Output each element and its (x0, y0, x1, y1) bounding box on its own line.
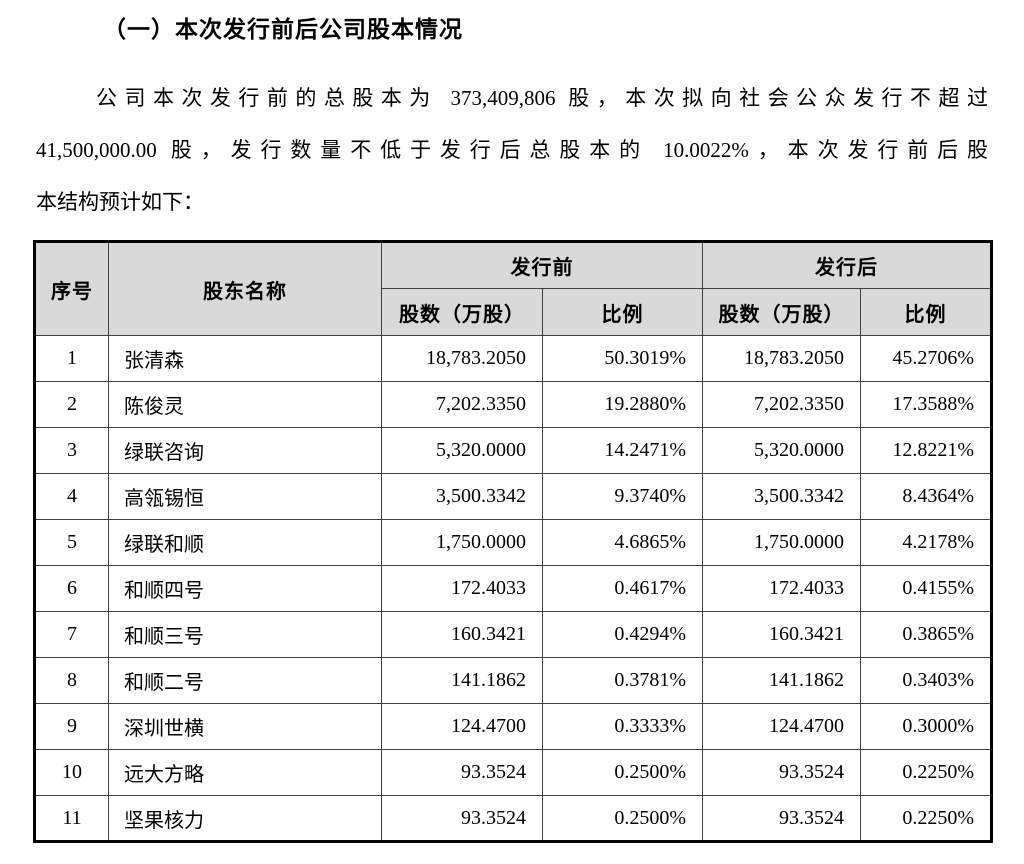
pre-ratio-cell: 0.2500% (542, 795, 703, 842)
pre-ratio-cell: 50.3019% (542, 335, 703, 382)
row-index-cell: 2 (34, 381, 109, 428)
shareholder-name-cell: 绿联和顺 (108, 519, 382, 566)
table-row: 2 陈俊灵 7,202.3350 19.2880% 7,202.3350 17.3588% (34, 381, 992, 428)
post-ratio-cell: 0.3000% (860, 703, 992, 750)
shareholder-name-cell: 和顺四号 (108, 565, 382, 612)
shareholder-name-cell: 深圳世横 (108, 703, 382, 750)
shareholder-name-cell: 高瓴锡恒 (108, 473, 382, 520)
header-post-ratio: 比例 (860, 288, 992, 336)
shareholder-name-cell: 和顺二号 (108, 657, 382, 704)
post-shares-cell: 141.1862 (702, 657, 861, 704)
pre-ratio-cell: 19.2880% (542, 381, 703, 428)
paragraph-line: 本结构预计如下： (36, 190, 204, 214)
table-row: 7 和顺三号 160.3421 0.4294% 160.3421 0.3865% (34, 611, 992, 658)
row-index-cell: 3 (34, 427, 109, 474)
table-row: 3 绿联咨询 5,320.0000 14.2471% 5,320.0000 12.8221… (34, 427, 992, 474)
shareholder-name-cell: 张清森 (108, 335, 382, 382)
pre-shares-cell: 3,500.3342 (381, 473, 543, 520)
pre-shares-cell: 1,750.0000 (381, 519, 543, 566)
shareholder-name-cell: 绿联咨询 (108, 427, 382, 474)
shareholder-name-cell: 陈俊灵 (108, 381, 382, 428)
post-ratio-cell: 0.2250% (860, 749, 992, 796)
post-shares-cell: 18,783.2050 (702, 335, 861, 382)
pre-ratio-cell: 9.3740% (542, 473, 703, 520)
pre-ratio-cell: 0.3781% (542, 657, 703, 704)
header-pre-ratio: 比例 (542, 288, 703, 336)
row-index-cell: 7 (34, 611, 109, 658)
shareholder-name-cell: 和顺三号 (108, 611, 382, 658)
header-col-no: 序号 (34, 241, 109, 336)
intro-paragraph: 公司本次发行前的总股本为 373,409,806 股，本次拟向社会公众发行不超过… (36, 72, 988, 228)
post-ratio-cell: 0.2250% (860, 795, 992, 842)
post-shares-cell: 124.4700 (702, 703, 861, 750)
header-row-groups: 序号 股东名称 发行前 发行后 (34, 241, 992, 336)
pre-ratio-cell: 4.6865% (542, 519, 703, 566)
post-ratio-cell: 0.3865% (860, 611, 992, 658)
post-shares-cell: 5,320.0000 (702, 427, 861, 474)
table-row: 11 坚果核力 93.3524 0.2500% 93.3524 0.2250% (34, 795, 992, 842)
pre-shares-cell: 93.3524 (381, 749, 543, 796)
table-row: 5 绿联和顺 1,750.0000 4.6865% 1,750.0000 4.2178% (34, 519, 992, 566)
table-header: 序号 股东名称 发行前 发行后 股数（万股） 比例 股数（万股） 比例 (34, 241, 992, 336)
post-shares-cell: 7,202.3350 (702, 381, 861, 428)
header-group-post-issue: 发行后 (702, 241, 992, 289)
table-body: 1 张清森 18,783.2050 50.3019% 18,783.2050 45.270… (34, 335, 992, 842)
post-shares-cell: 160.3421 (702, 611, 861, 658)
row-index-cell: 6 (34, 565, 109, 612)
share-structure-table: 序号 股东名称 发行前 发行后 股数（万股） 比例 股数（万股） 比例 1 张清森… (33, 240, 993, 843)
row-index-cell: 9 (34, 703, 109, 750)
row-index-cell: 10 (34, 749, 109, 796)
table-row: 1 张清森 18,783.2050 50.3019% 18,783.2050 45.270… (34, 335, 992, 382)
pre-shares-cell: 160.3421 (381, 611, 543, 658)
shareholder-name-cell: 坚果核力 (108, 795, 382, 842)
pre-ratio-cell: 0.4617% (542, 565, 703, 612)
table-row: 10 远大方略 93.3524 0.2500% 93.3524 0.2250% (34, 749, 992, 796)
pre-shares-cell: 124.4700 (381, 703, 543, 750)
post-ratio-cell: 0.4155% (860, 565, 992, 612)
paragraph-line: 41,500,000.00 股，发行数量不低于发行后总股本的 10.0022%，… (36, 138, 988, 162)
row-index-cell: 4 (34, 473, 109, 520)
post-ratio-cell: 17.3588% (860, 381, 992, 428)
post-shares-cell: 93.3524 (702, 795, 861, 842)
header-row-subcolumns: 股数（万股） 比例 股数（万股） 比例 (35, 288, 992, 336)
pre-ratio-cell: 0.2500% (542, 749, 703, 796)
pre-shares-cell: 93.3524 (381, 795, 543, 842)
pre-shares-cell: 172.4033 (381, 565, 543, 612)
pre-ratio-cell: 0.4294% (542, 611, 703, 658)
post-shares-cell: 3,500.3342 (702, 473, 861, 520)
row-index-cell: 11 (34, 795, 109, 842)
header-pre-shares: 股数（万股） (381, 288, 543, 336)
row-index-cell: 1 (34, 335, 109, 382)
pre-shares-cell: 141.1862 (381, 657, 543, 704)
header-col-name: 股东名称 (108, 241, 382, 336)
header-group-pre-issue: 发行前 (381, 241, 703, 289)
post-shares-cell: 172.4033 (702, 565, 861, 612)
pre-ratio-cell: 14.2471% (542, 427, 703, 474)
post-shares-cell: 1,750.0000 (702, 519, 861, 566)
header-post-shares: 股数（万股） (702, 288, 861, 336)
table-row: 6 和顺四号 172.4033 0.4617% 172.4033 0.4155% (34, 565, 992, 612)
table-row: 9 深圳世横 124.4700 0.3333% 124.4700 0.3000% (34, 703, 992, 750)
post-ratio-cell: 45.2706% (860, 335, 992, 382)
row-index-cell: 8 (34, 657, 109, 704)
pre-shares-cell: 18,783.2050 (381, 335, 543, 382)
table-row: 4 高瓴锡恒 3,500.3342 9.3740% 3,500.3342 8.4364% (34, 473, 992, 520)
post-ratio-cell: 8.4364% (860, 473, 992, 520)
post-ratio-cell: 4.2178% (860, 519, 992, 566)
shareholder-name-cell: 远大方略 (108, 749, 382, 796)
pre-ratio-cell: 0.3333% (542, 703, 703, 750)
section-heading: （一）本次发行前后公司股本情况 (103, 16, 463, 42)
post-ratio-cell: 0.3403% (860, 657, 992, 704)
post-ratio-cell: 12.8221% (860, 427, 992, 474)
pre-shares-cell: 7,202.3350 (381, 381, 543, 428)
table-row: 8 和顺二号 141.1862 0.3781% 141.1862 0.3403% (34, 657, 992, 704)
pre-shares-cell: 5,320.0000 (381, 427, 543, 474)
row-index-cell: 5 (34, 519, 109, 566)
paragraph-line: 公司本次发行前的总股本为 373,409,806 股，本次拟向社会公众发行不超过 (96, 86, 988, 110)
post-shares-cell: 93.3524 (702, 749, 861, 796)
